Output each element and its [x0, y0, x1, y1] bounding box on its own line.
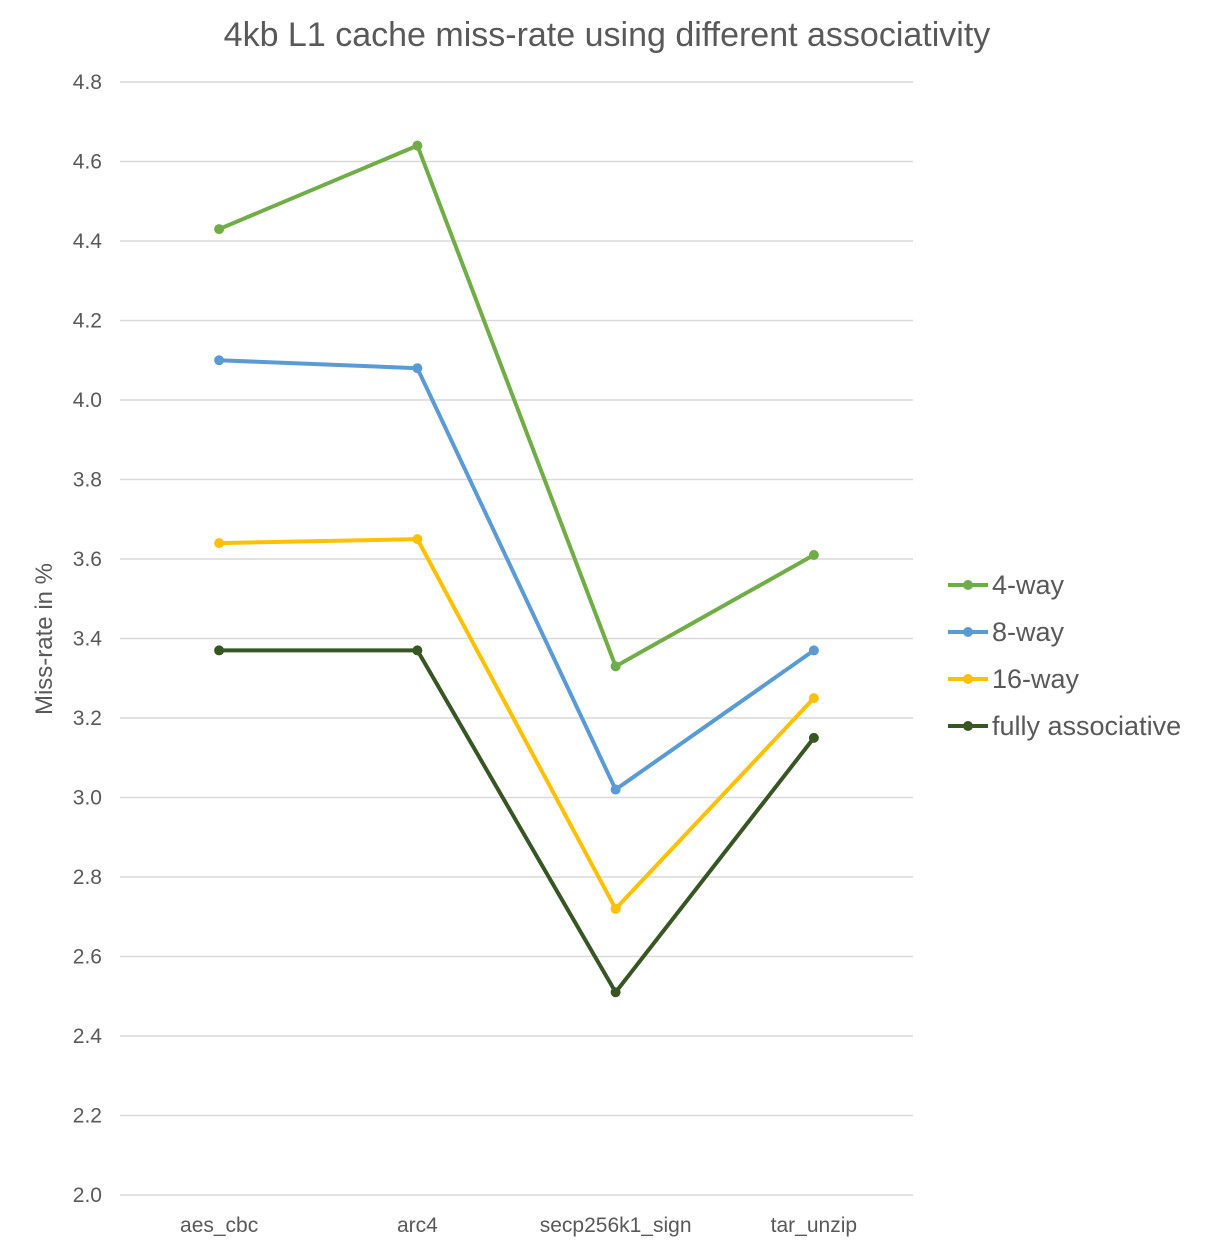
- series-16-way: [214, 534, 819, 914]
- y-tick-label: 3.4: [73, 628, 103, 651]
- chart-title: 4kb L1 cache miss-rate using different a…: [224, 16, 991, 54]
- legend-item: 8-way: [948, 617, 1065, 647]
- legend-label: 4-way: [992, 570, 1065, 600]
- legend-swatch-marker: [963, 580, 973, 590]
- series-lines: [214, 140, 819, 998]
- data-point: [610, 661, 621, 672]
- series-fully-associative: [214, 645, 819, 998]
- series-line: [217, 648, 816, 995]
- y-tick-label: 4.2: [73, 310, 102, 333]
- data-point: [610, 903, 621, 914]
- data-point: [412, 363, 423, 374]
- y-tick-label: 2.0: [73, 1184, 102, 1207]
- gridlines: [120, 81, 913, 1196]
- legend-item: fully associative: [948, 711, 1181, 741]
- y-tick-label: 4.8: [73, 71, 102, 94]
- y-axis-label: Miss-rate in %: [31, 563, 58, 715]
- y-tick-label: 4.0: [73, 389, 102, 412]
- legend-label: fully associative: [992, 711, 1181, 741]
- legend-swatch-marker: [963, 674, 973, 684]
- legend-item: 16-way: [948, 664, 1080, 694]
- legend: 4-way 8-way 16-way fully associative: [948, 570, 1181, 741]
- series-4-way: [214, 140, 819, 672]
- y-axis-ticks: 2.0 2.2 2.4 2.6 2.8 3.0 3.2 3.4 3.6 3.8 4.0 4.2 4.4 4…: [73, 71, 103, 1207]
- data-point: [808, 645, 819, 656]
- data-point: [214, 538, 225, 549]
- data-point: [808, 550, 819, 561]
- x-tick-label: tar_unzip: [771, 1214, 857, 1237]
- legend-swatch-marker: [963, 627, 973, 637]
- y-tick-label: 3.2: [73, 707, 102, 730]
- legend-label: 16-way: [992, 664, 1080, 694]
- x-tick-label: aes_cbc: [180, 1214, 258, 1237]
- data-point: [412, 534, 423, 545]
- x-tick-label: secp256k1_sign: [540, 1214, 692, 1237]
- series-line: [217, 537, 816, 911]
- data-point: [808, 732, 819, 743]
- legend-label: 8-way: [992, 617, 1065, 647]
- data-point: [610, 784, 621, 795]
- series-8-way: [214, 355, 819, 795]
- data-point: [808, 693, 819, 704]
- x-tick-label: arc4: [397, 1214, 438, 1237]
- y-tick-label: 2.4: [73, 1025, 103, 1048]
- data-point: [610, 987, 621, 998]
- data-point: [214, 355, 225, 366]
- series-line: [217, 143, 816, 669]
- x-axis-ticks: aes_cbc arc4 secp256k1_sign tar_unzip: [180, 1214, 857, 1237]
- data-point: [214, 224, 225, 235]
- y-tick-label: 3.0: [73, 787, 102, 810]
- legend-swatch-marker: [963, 721, 973, 731]
- data-point: [412, 140, 423, 151]
- y-tick-label: 3.8: [73, 469, 102, 492]
- data-point: [412, 645, 423, 656]
- legend-item: 4-way: [948, 570, 1065, 600]
- y-tick-label: 3.6: [73, 548, 102, 571]
- y-tick-label: 2.6: [73, 946, 102, 969]
- y-tick-label: 2.8: [73, 866, 102, 889]
- data-point: [214, 645, 225, 656]
- y-tick-label: 2.2: [73, 1105, 102, 1128]
- y-tick-label: 4.6: [73, 151, 102, 174]
- y-tick-label: 4.4: [73, 230, 103, 253]
- series-line: [217, 358, 816, 792]
